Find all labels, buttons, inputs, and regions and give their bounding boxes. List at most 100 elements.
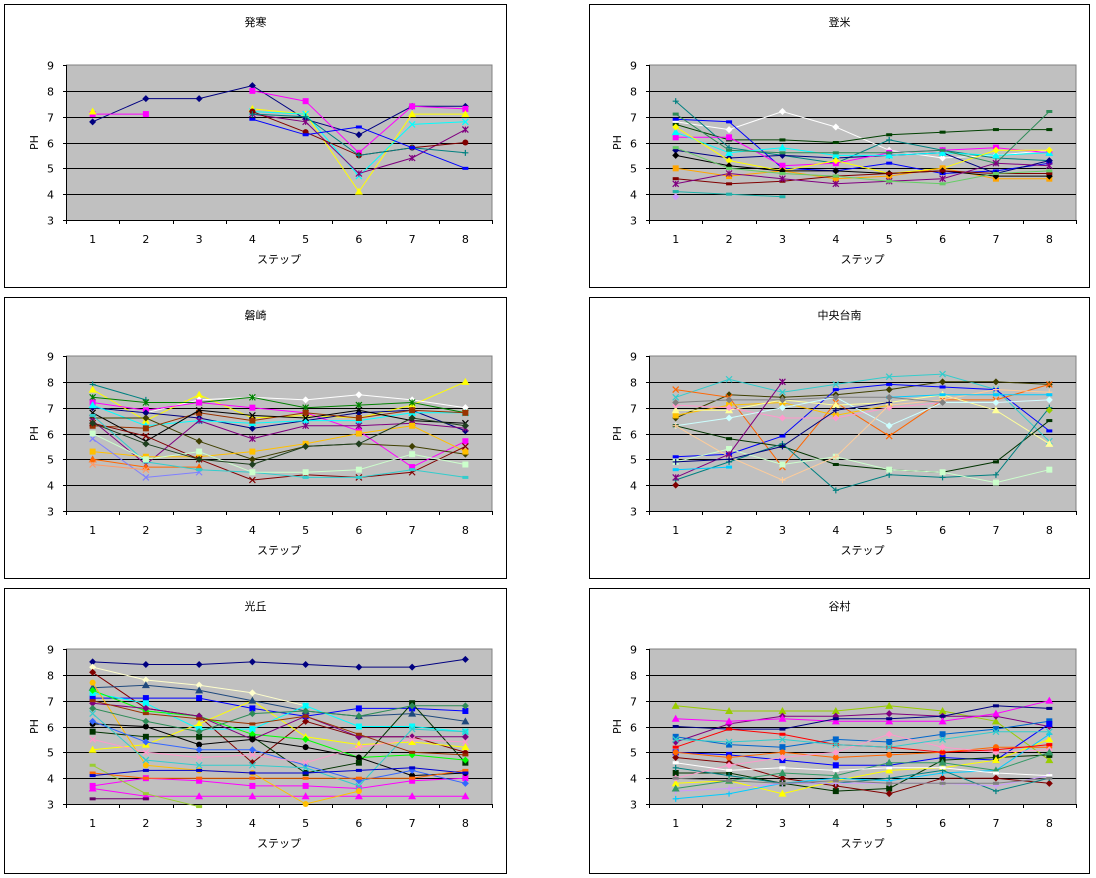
data-point [89, 118, 97, 126]
data-point [992, 774, 1000, 782]
data-point [248, 689, 256, 697]
data-point [939, 182, 946, 186]
series-s20 [89, 710, 469, 790]
series-s1 [671, 701, 1054, 764]
data-point [1045, 748, 1054, 756]
data-point [142, 733, 149, 740]
data-point [672, 770, 679, 776]
data-point [726, 456, 733, 463]
data-point [302, 744, 309, 751]
data-point [355, 776, 362, 780]
x-tick-label: 8 [1046, 233, 1053, 246]
series-line [675, 731, 1050, 748]
y-tick-label: 6 [47, 138, 54, 151]
data-point [461, 717, 470, 725]
data-point [142, 797, 149, 801]
series-s15 [89, 702, 469, 736]
data-point [672, 764, 679, 771]
data-point [939, 743, 947, 751]
series-line [675, 713, 1050, 743]
data-point [726, 727, 733, 731]
data-point [89, 710, 97, 718]
data-point [89, 448, 96, 455]
data-point [672, 458, 679, 465]
data-point [725, 157, 733, 165]
data-point [142, 756, 150, 764]
data-point [672, 123, 680, 131]
data-point [671, 701, 680, 709]
data-point [1046, 172, 1053, 175]
data-point [939, 169, 946, 173]
data-point [832, 174, 839, 178]
data-point [408, 120, 416, 128]
data-point [726, 465, 733, 469]
x-tick-label: 4 [249, 233, 256, 246]
data-point [302, 118, 310, 126]
data-point [779, 378, 786, 386]
series-line [675, 705, 1050, 730]
y-tick-label: 5 [47, 747, 54, 760]
data-point [462, 438, 469, 445]
chart-title: 発寒 [244, 16, 267, 29]
data-point [778, 774, 786, 782]
data-point [408, 399, 416, 406]
data-point [725, 450, 733, 458]
series-line [675, 131, 1050, 156]
data-point [409, 750, 416, 754]
series-line [92, 767, 466, 777]
data-point [195, 746, 203, 754]
data-point [355, 415, 362, 421]
data-point [142, 704, 150, 712]
x-tick-label: 2 [726, 233, 733, 246]
data-point [779, 781, 786, 785]
data-point [886, 766, 893, 770]
data-point [196, 776, 203, 780]
y-tick-label: 5 [630, 163, 637, 176]
line-chart: 3 4 5 6 7 8 9 1 2 3 4 5 6 7 8 ステップ PH [28, 351, 493, 557]
data-point [832, 487, 839, 494]
data-point [832, 407, 839, 414]
data-point [1045, 728, 1053, 736]
x-tick-label: 1 [89, 524, 96, 537]
data-point [461, 110, 470, 118]
data-point [355, 723, 362, 730]
data-point [302, 782, 309, 789]
data-point [832, 151, 839, 155]
data-point [196, 399, 203, 406]
data-point [672, 738, 680, 746]
data-point [726, 148, 733, 152]
data-point [196, 717, 203, 721]
data-point [672, 98, 679, 105]
data-point [249, 87, 256, 94]
data-point [885, 373, 893, 381]
data-point [249, 736, 256, 743]
chart-panel-toyoma: 登米 3 4 5 6 7 8 9 1 2 3 4 5 6 7 8 ステップ PH [589, 4, 1090, 288]
data-point [939, 766, 946, 770]
series-line [675, 170, 1050, 185]
series-line [675, 100, 1050, 164]
series-s4 [89, 393, 469, 417]
y-tick-label: 7 [630, 696, 637, 709]
data-point [302, 404, 310, 412]
x-axis-title: ステップ [841, 544, 885, 557]
y-tick-label: 4 [47, 480, 54, 493]
data-point [89, 435, 97, 443]
data-point [778, 143, 787, 151]
y-tick-label: 8 [47, 86, 54, 99]
y-tick-label: 4 [47, 189, 54, 202]
data-point [462, 149, 469, 156]
series-line [92, 713, 466, 787]
data-point [992, 146, 1000, 154]
series-s8 [249, 117, 469, 170]
data-point [725, 414, 733, 422]
data-point [302, 776, 309, 780]
data-point [726, 754, 733, 761]
data-point [355, 475, 362, 479]
data-point [409, 422, 416, 429]
data-point [832, 388, 839, 392]
y-tick-label: 9 [47, 644, 54, 657]
data-point [779, 461, 786, 468]
y-tick-label: 5 [47, 454, 54, 467]
data-point [832, 175, 839, 182]
data-point [248, 730, 256, 738]
